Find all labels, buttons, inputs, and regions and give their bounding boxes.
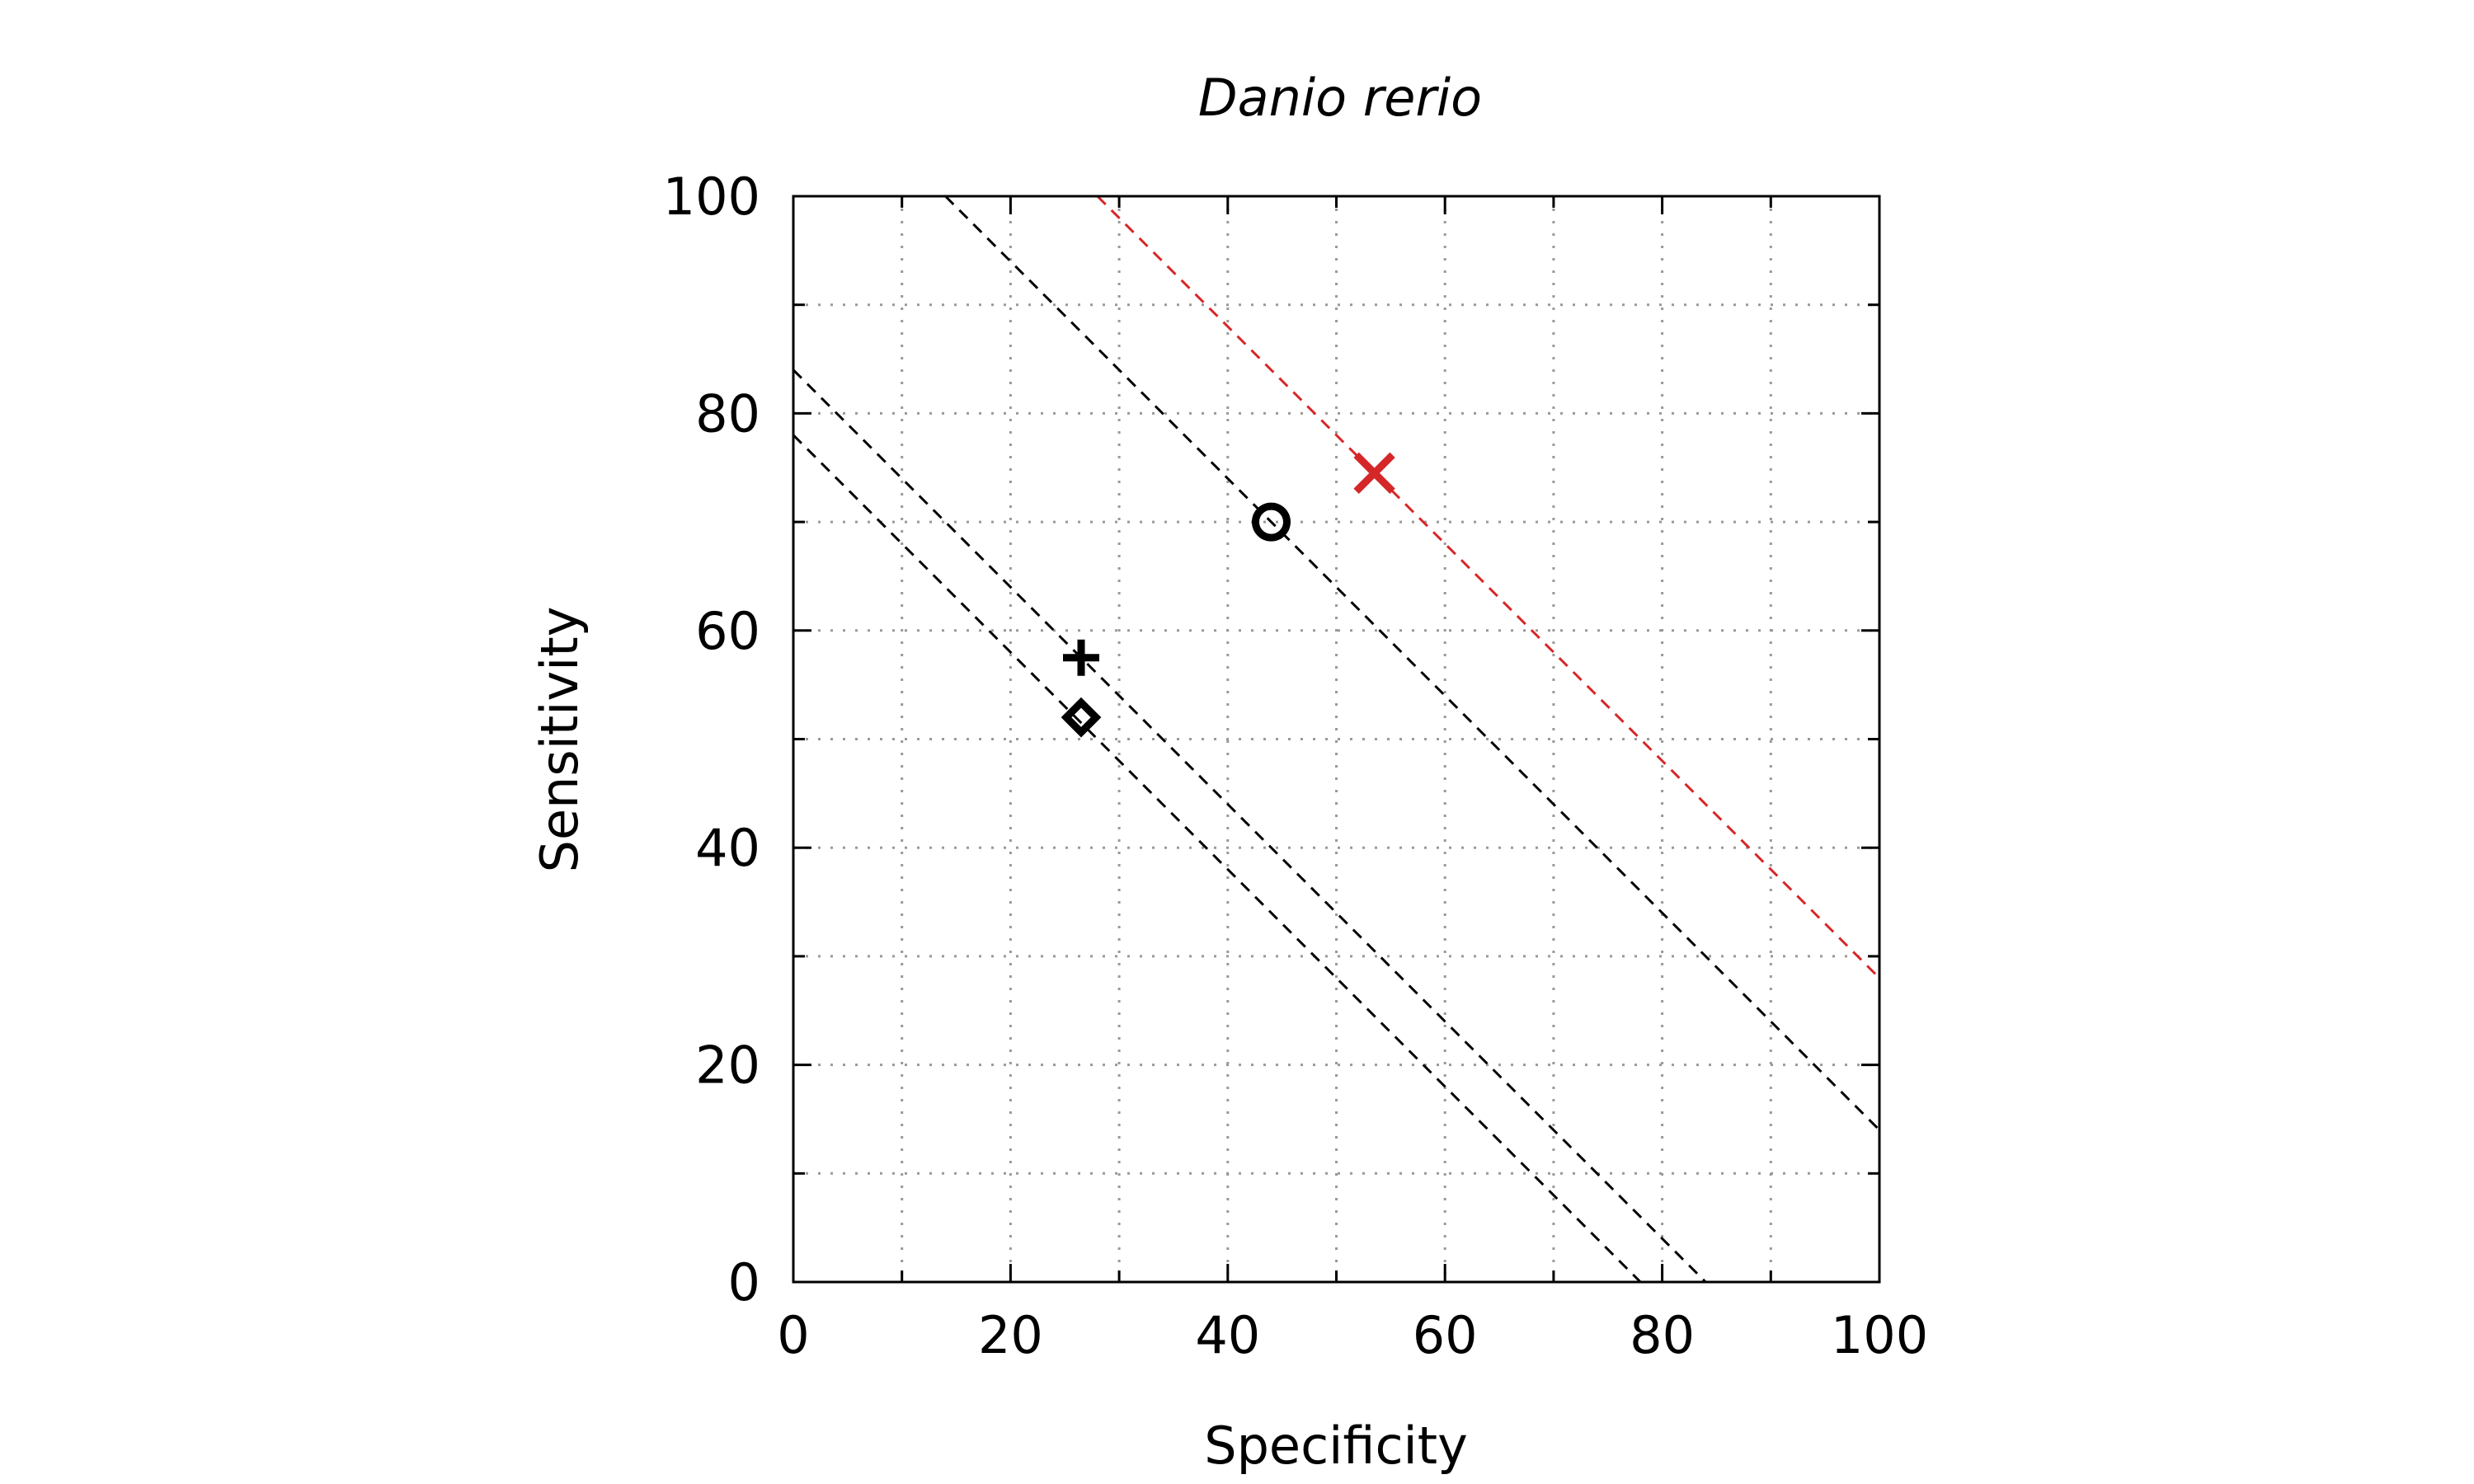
- y-tick-label: 40: [695, 818, 760, 878]
- y-tick-label: 100: [663, 167, 760, 227]
- data-point-plus: [1063, 639, 1100, 676]
- data-point-circle: [1251, 502, 1291, 542]
- reference-line: [1096, 196, 1879, 979]
- y-axis-label: Sensitivity: [529, 607, 590, 873]
- y-tick-label: 80: [695, 383, 760, 444]
- chart-title: Danio rerio: [1198, 68, 1482, 128]
- x-tick-label: 40: [1195, 1305, 1260, 1365]
- data-points: [1061, 452, 1395, 738]
- y-tick-label: 0: [728, 1252, 760, 1313]
- reference-line: [944, 196, 1879, 1131]
- reference-lines: [793, 196, 1879, 1282]
- x-tick-label: 60: [1413, 1305, 1478, 1365]
- reference-line: [793, 434, 1642, 1282]
- x-tick-label: 20: [978, 1305, 1043, 1365]
- data-point-diamond: [1061, 697, 1102, 738]
- x-tick-label: 0: [777, 1305, 809, 1365]
- grid: [793, 196, 1879, 1282]
- reference-line: [793, 369, 1707, 1282]
- x-tick-label: 80: [1630, 1305, 1695, 1365]
- x-tick-label: 100: [1831, 1305, 1928, 1365]
- y-tick-label: 60: [695, 601, 760, 661]
- data-point-cross-x: [1353, 452, 1395, 495]
- x-axis-label: Specificity: [1204, 1416, 1468, 1476]
- axis-ticks: 0 20 40 60 80 100 0 20 40 60 80 100: [663, 167, 1929, 1365]
- y-tick-label: 20: [695, 1036, 760, 1096]
